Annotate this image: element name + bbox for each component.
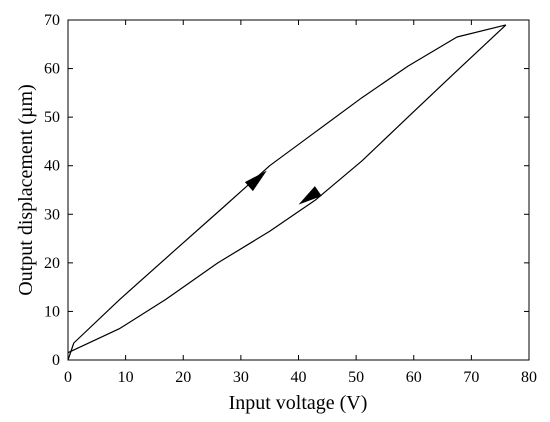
x-tick-label: 10 [118,369,134,386]
x-tick-label: 50 [348,369,364,386]
y-tick-label: 20 [44,255,60,272]
series-lines [67,24,507,361]
x-tick-label: 70 [463,369,479,386]
y-tick-label: 70 [44,12,60,29]
x-tick-label: 80 [521,369,537,386]
y-tick-label: 50 [44,109,60,126]
y-axis-ticks: 0 10 20 30 40 50 60 70 [44,12,529,369]
y-tick-label: 10 [44,303,60,320]
arrow-up-icon [244,170,267,192]
y-axis-label: Output displacement (µm) [15,84,37,295]
y-tick-label: 60 [44,61,60,78]
x-tick-label: 20 [175,369,191,386]
arrow-down-icon [298,186,322,205]
x-axis-label: Input voltage (V) [229,392,368,414]
x-tick-label: 60 [406,369,422,386]
y-tick-label: 0 [52,352,60,369]
x-tick-label: 40 [291,369,307,386]
x-tick-label: 0 [64,369,72,386]
x-axis-ticks: 0 10 20 30 40 50 60 70 80 [64,20,537,386]
x-tick-label: 30 [233,369,249,386]
series-unloading-line [67,24,507,354]
plot-area [67,19,530,361]
y-tick-label: 40 [44,158,60,175]
direction-arrows [244,170,322,205]
series-loading-line [67,24,507,361]
y-tick-label: 30 [44,206,60,223]
